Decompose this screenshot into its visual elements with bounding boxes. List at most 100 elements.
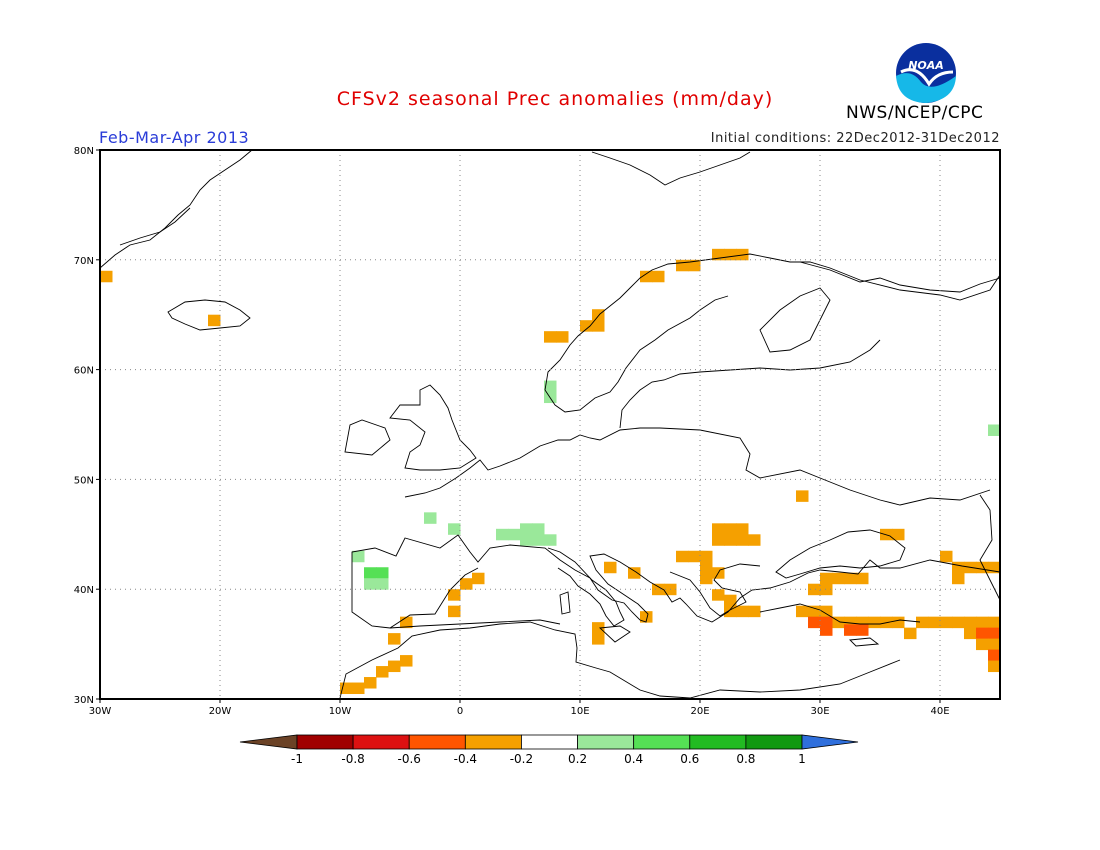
chart-title: CFSv2 seasonal Prec anomalies (mm/day) bbox=[336, 88, 774, 110]
axis-labels: 30W 20W 10W 0 10E 20E 30E 40E 30N 40N 50N 60N 70N 80N bbox=[74, 146, 950, 717]
anomaly-cell bbox=[376, 578, 389, 590]
colorbar-bin bbox=[745, 734, 803, 750]
anomaly-cell bbox=[508, 528, 521, 541]
anomaly-cell bbox=[988, 616, 1001, 629]
anomaly-cell bbox=[940, 616, 953, 629]
anomaly-cell bbox=[964, 627, 977, 640]
anomaly-cell bbox=[544, 380, 557, 393]
anomaly-cell bbox=[976, 638, 989, 651]
anomaly-cell bbox=[592, 320, 605, 332]
colorbar-label: 0.8 bbox=[736, 752, 755, 766]
anomaly-cell bbox=[460, 578, 473, 590]
anomaly-cell bbox=[100, 270, 113, 283]
map-frame bbox=[99, 149, 1001, 700]
lat-tick-label: 40N bbox=[74, 585, 94, 596]
anomaly-cell bbox=[988, 649, 1001, 662]
colorbar-label: -0.2 bbox=[510, 752, 533, 766]
anomaly-cell bbox=[364, 677, 377, 689]
anomaly-cell bbox=[820, 605, 833, 618]
lon-tick-label: 10E bbox=[570, 706, 589, 717]
anomaly-cell bbox=[724, 594, 737, 607]
colorbar-above-triangle bbox=[801, 734, 859, 750]
anomaly-cell bbox=[700, 550, 713, 563]
season-label: Feb-Mar-Apr 2013 bbox=[99, 128, 250, 147]
anomaly-cell bbox=[712, 248, 725, 261]
anomaly-cell bbox=[700, 561, 713, 574]
anomaly-cell bbox=[400, 616, 413, 629]
anomaly-cell bbox=[556, 331, 569, 343]
anomaly-cell bbox=[844, 572, 857, 585]
anomaly-cell bbox=[892, 528, 905, 541]
noaa-logo: NOAA bbox=[896, 43, 956, 103]
lat-tick-label: 80N bbox=[74, 146, 94, 157]
anomaly-cell bbox=[340, 682, 353, 695]
anomaly-cell bbox=[832, 572, 845, 585]
colorbar-label: -0.8 bbox=[341, 752, 364, 766]
anomaly-cell bbox=[952, 616, 965, 629]
anomaly-cell bbox=[976, 561, 989, 574]
anomaly-cell bbox=[988, 424, 1001, 436]
anomaly-cell bbox=[952, 561, 965, 574]
colorbar-bin bbox=[521, 734, 578, 750]
colorbar-bin bbox=[464, 734, 522, 750]
anomaly-cell bbox=[856, 572, 869, 585]
anomaly-cell bbox=[472, 572, 485, 585]
anomaly-cell bbox=[592, 622, 605, 634]
lat-tick-label: 60N bbox=[74, 366, 94, 377]
anomaly-cell bbox=[736, 523, 749, 535]
anomaly-cell bbox=[352, 550, 365, 563]
anomaly-cell bbox=[640, 270, 653, 283]
colorbar-bin bbox=[352, 734, 410, 750]
colorbar-bin bbox=[296, 734, 354, 750]
anomaly-cell bbox=[916, 616, 929, 629]
anomaly-cell bbox=[964, 616, 977, 629]
colorbar: -1 -0.8 -0.6 -0.4 -0.2 0.2 0.4 0.6 0.8 1 bbox=[239, 734, 859, 766]
anomaly-cell bbox=[724, 523, 737, 535]
anomaly-cell bbox=[796, 605, 809, 618]
anomaly-cell bbox=[892, 616, 905, 629]
anomaly-cells bbox=[100, 248, 1001, 695]
anomaly-cell bbox=[928, 616, 941, 629]
anomaly-cell bbox=[364, 578, 377, 590]
colorbar-bin bbox=[689, 734, 747, 750]
anomaly-cell bbox=[748, 605, 761, 618]
lon-tick-label: 20E bbox=[690, 706, 709, 717]
anomaly-cell bbox=[376, 666, 389, 678]
anomaly-cell bbox=[808, 583, 821, 596]
anomaly-cell bbox=[724, 605, 737, 618]
lon-tick-label: 30E bbox=[810, 706, 829, 717]
initial-conditions-label: Initial conditions: 22Dec2012-31Dec2012 bbox=[710, 131, 1000, 146]
anomaly-cell bbox=[832, 616, 845, 629]
anomaly-cell bbox=[544, 331, 557, 343]
colorbar-label: 1 bbox=[798, 752, 806, 766]
anomaly-cell bbox=[724, 248, 737, 261]
anomaly-cell bbox=[448, 605, 461, 618]
colorbar-bin bbox=[408, 734, 466, 750]
anomaly-cell bbox=[736, 534, 749, 546]
anomaly-cell bbox=[712, 534, 725, 546]
anomaly-cell bbox=[676, 550, 689, 563]
anomaly-cell bbox=[400, 655, 413, 667]
colorbar-label: -1 bbox=[291, 752, 303, 766]
anomaly-cell bbox=[688, 550, 701, 563]
lon-tick-label: 30W bbox=[89, 706, 112, 717]
anomaly-cell bbox=[736, 248, 749, 261]
anomaly-cell bbox=[988, 561, 1001, 574]
colorbar-below-triangle bbox=[239, 734, 298, 750]
colorbar-label: -0.4 bbox=[454, 752, 477, 766]
anomaly-cell bbox=[868, 616, 881, 629]
lon-tick-label: 0 bbox=[457, 706, 463, 717]
anomaly-cell bbox=[604, 561, 617, 574]
colorbar-label: 0.6 bbox=[680, 752, 699, 766]
anomaly-cell bbox=[976, 627, 989, 640]
svg-text:NOAA: NOAA bbox=[908, 59, 944, 72]
anomaly-cell bbox=[652, 270, 665, 283]
colorbar-label: 0.2 bbox=[568, 752, 587, 766]
lat-tick-label: 70N bbox=[74, 256, 94, 267]
anomaly-cell bbox=[448, 589, 461, 601]
anomaly-cell bbox=[820, 616, 833, 629]
lon-tick-label: 20W bbox=[209, 706, 232, 717]
anomaly-cell bbox=[856, 624, 869, 636]
anomaly-cell bbox=[448, 523, 461, 535]
